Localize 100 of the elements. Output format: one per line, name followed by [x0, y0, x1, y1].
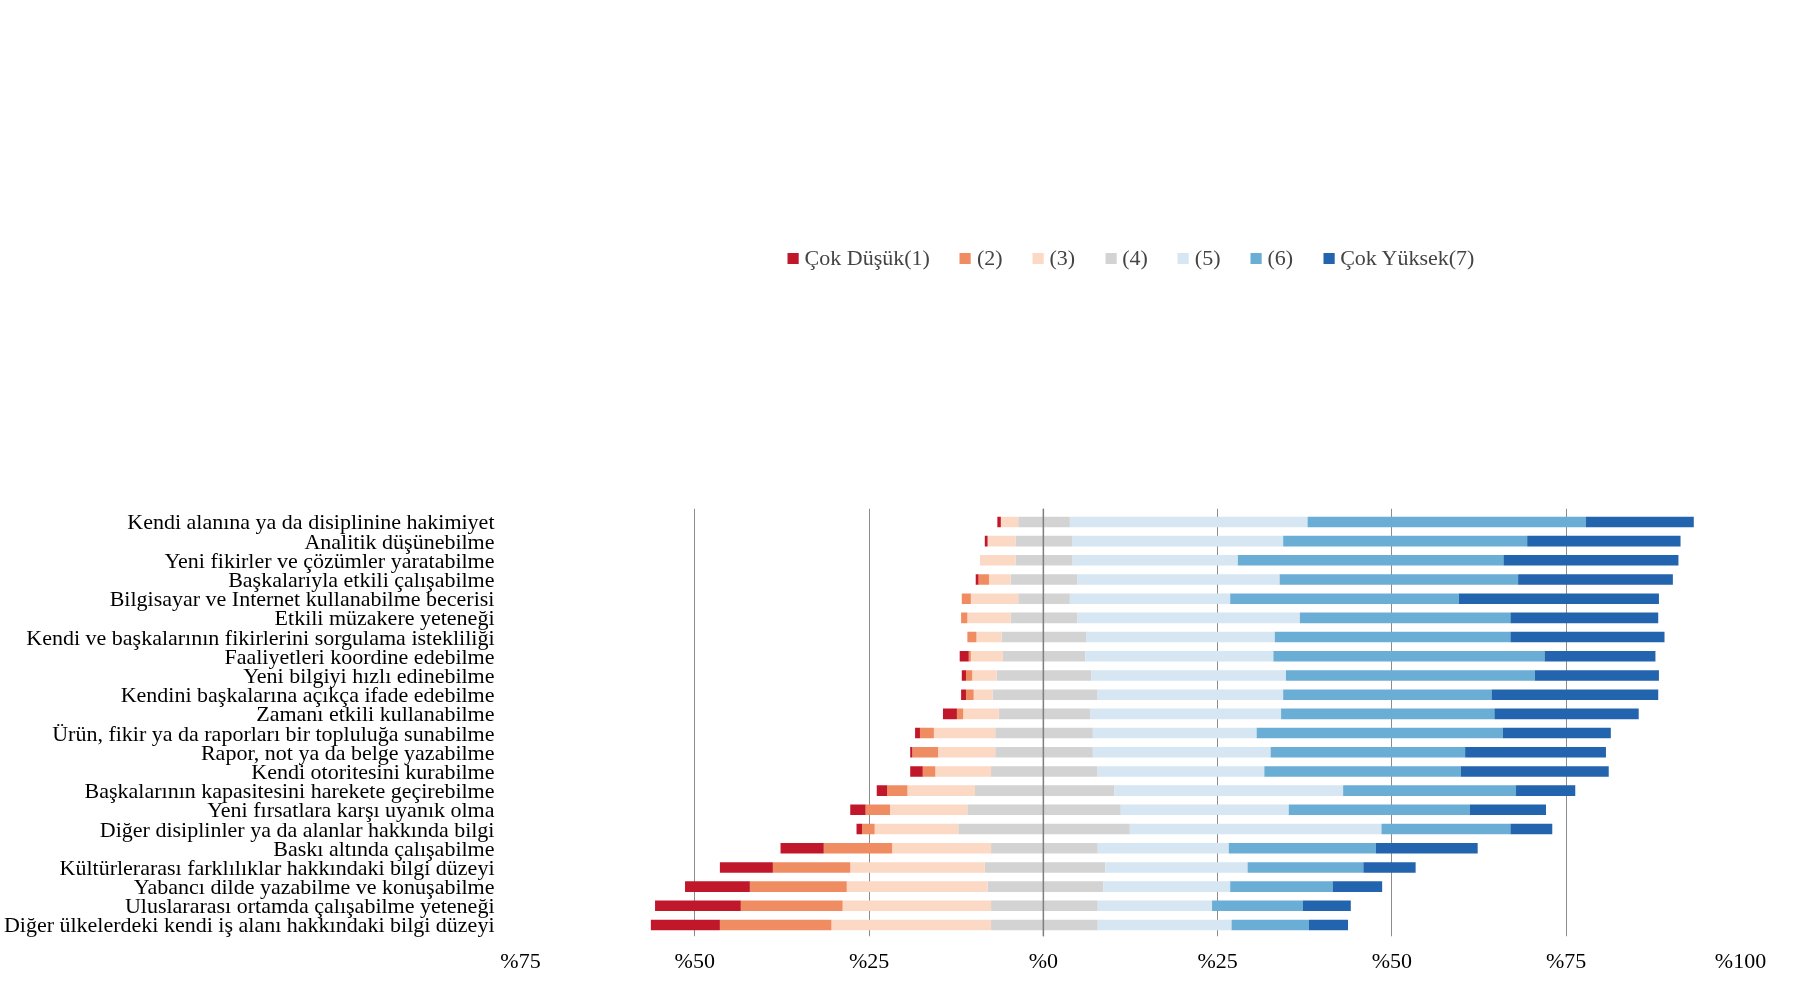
bar	[1105, 862, 1248, 873]
bar	[1072, 555, 1238, 566]
bar	[1069, 516, 1308, 528]
bar	[976, 631, 1002, 643]
bar	[942, 708, 957, 720]
bar	[1343, 785, 1517, 796]
bar	[1288, 804, 1471, 816]
bar	[968, 651, 971, 662]
bar	[887, 785, 908, 796]
bar	[1465, 746, 1606, 758]
bar	[1092, 746, 1271, 758]
bar	[780, 842, 824, 854]
bar	[959, 651, 969, 662]
bar	[1460, 766, 1609, 777]
bar	[975, 574, 979, 585]
bar	[685, 881, 750, 892]
bar	[1072, 535, 1284, 547]
x-tick-label: %75	[1546, 947, 1587, 973]
bar	[965, 670, 973, 681]
bar	[961, 670, 966, 681]
bar	[910, 746, 913, 758]
bar	[997, 516, 1001, 528]
bar	[1381, 823, 1511, 835]
bar	[865, 804, 890, 816]
bar	[1256, 727, 1503, 739]
bar	[956, 708, 964, 720]
bar	[1458, 593, 1659, 604]
bar	[1270, 746, 1466, 758]
bar	[1114, 785, 1344, 796]
bar	[892, 842, 992, 854]
bar	[846, 881, 988, 892]
bar	[1283, 689, 1492, 700]
legend-label: Çok Düşük(1)	[804, 245, 930, 271]
bar	[1077, 612, 1300, 624]
bar	[935, 766, 992, 777]
bar	[1279, 574, 1519, 585]
bar	[823, 842, 893, 854]
bar	[1274, 631, 1511, 643]
legend-label: (2)	[976, 245, 1003, 271]
bar	[1494, 708, 1639, 720]
bar	[850, 862, 985, 873]
bar	[1307, 516, 1586, 528]
bar	[1097, 919, 1232, 931]
bar	[1585, 516, 1694, 528]
bar	[1527, 535, 1681, 547]
bar	[862, 823, 875, 835]
bar	[1212, 900, 1303, 912]
bar	[876, 785, 888, 796]
bar	[910, 766, 923, 777]
bar	[961, 689, 966, 700]
bar	[1091, 670, 1286, 681]
x-tick-label: %100	[1714, 947, 1767, 973]
x-tick-label: %25	[848, 947, 890, 973]
bar	[650, 919, 720, 931]
bar	[719, 862, 773, 873]
bar	[1230, 881, 1333, 892]
bar	[1000, 516, 1019, 528]
bar	[963, 708, 999, 720]
bar	[1502, 727, 1611, 739]
bar	[772, 862, 851, 873]
bar	[965, 689, 974, 700]
bar	[1264, 766, 1461, 777]
bar	[1092, 727, 1257, 739]
legend-label: (4)	[1122, 245, 1148, 271]
bar	[1308, 919, 1349, 931]
bar	[978, 574, 989, 585]
x-tick-label: %50	[674, 947, 715, 973]
bar	[1090, 708, 1282, 720]
bar	[1129, 823, 1382, 835]
bar	[1283, 535, 1528, 547]
bar	[1077, 574, 1280, 585]
bar	[919, 727, 934, 739]
bar	[1534, 670, 1659, 681]
bar	[1097, 842, 1229, 854]
bar	[1086, 631, 1275, 643]
bar	[973, 689, 993, 700]
bar	[740, 900, 843, 912]
bar	[1375, 842, 1478, 854]
bar	[1237, 555, 1504, 566]
bar	[1281, 708, 1495, 720]
bar	[1544, 651, 1656, 662]
legend-label: (5)	[1194, 245, 1221, 271]
bar	[1302, 900, 1351, 912]
bar	[1069, 593, 1231, 604]
bar	[1510, 823, 1553, 835]
bar	[1230, 593, 1459, 604]
bar	[1247, 862, 1364, 873]
bar	[749, 881, 847, 892]
bar	[961, 612, 968, 624]
bar	[831, 919, 992, 931]
bar	[912, 746, 939, 758]
bar	[967, 612, 1011, 624]
bar	[874, 823, 959, 835]
bar	[915, 727, 920, 739]
x-tick-label: %0	[1028, 947, 1059, 973]
bar	[1332, 881, 1383, 892]
bar	[1085, 651, 1274, 662]
bar	[1491, 689, 1659, 700]
bar	[1285, 670, 1535, 681]
bar	[988, 574, 1011, 585]
